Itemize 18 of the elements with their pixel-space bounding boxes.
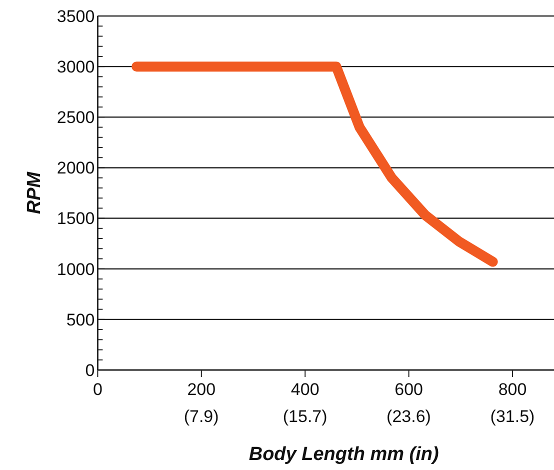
y-tick-label: 2500 <box>56 108 95 128</box>
x-tick-label: 200 <box>187 380 216 399</box>
y-tick-label: 3000 <box>56 58 95 77</box>
y-tick-label: 0 <box>85 360 95 380</box>
y-tick-label: 1500 <box>56 209 95 228</box>
y-tick-label: 3500 <box>56 6 95 26</box>
y-tick-label: 1000 <box>56 260 95 279</box>
x-tick-label: 400 <box>290 380 320 399</box>
y-tick-label: 500 <box>66 310 95 330</box>
x2-tick-label: (7.9) <box>184 407 219 426</box>
x-tick-label: 600 <box>394 380 423 399</box>
x-axis-title: Body Length mm (in) <box>248 444 439 465</box>
x-tick-label: 800 <box>498 380 527 399</box>
y-axis-title: RPM <box>24 170 45 214</box>
y-tick-label: 2000 <box>56 158 95 178</box>
x2-tick-label: (31.5) <box>490 407 535 426</box>
x2-tick-label: (23.6) <box>386 407 431 426</box>
x2-tick-label: (15.7) <box>282 407 328 426</box>
